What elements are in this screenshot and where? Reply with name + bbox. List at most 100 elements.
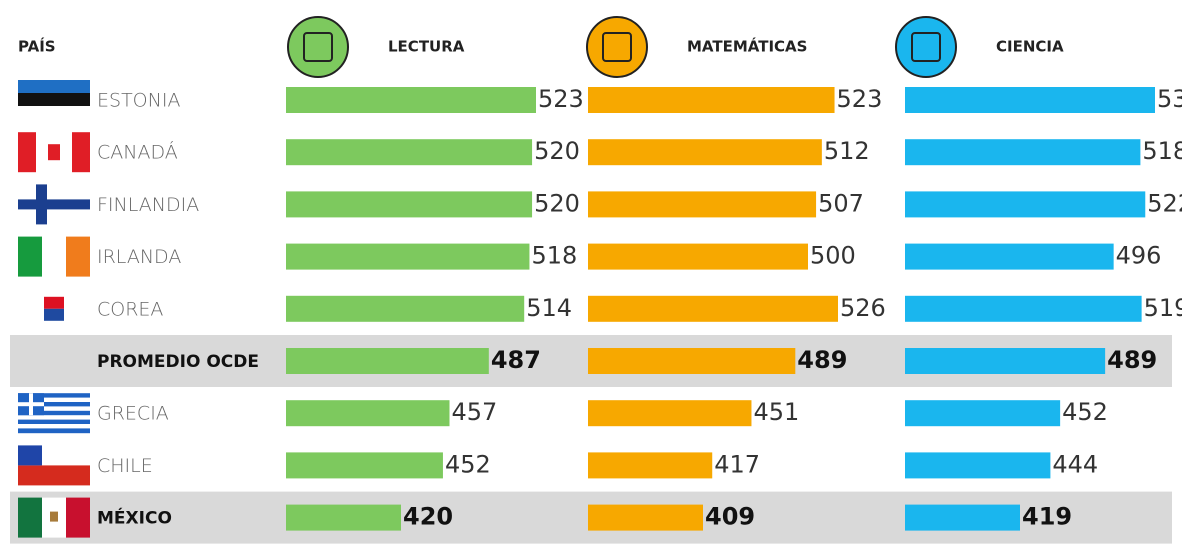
value-label: 514 [526,294,572,322]
country-label: MÉXICO [97,507,172,529]
subject-icon-glyph [911,32,941,62]
bar [905,139,1141,166]
bar [588,348,796,374]
subject-icon [586,16,648,78]
flag-part [18,445,42,466]
value-label: 419 [1022,503,1072,531]
flag-part [18,106,90,119]
value-label: 518 [1142,137,1182,165]
value-label: 507 [818,189,864,217]
bar [905,348,1106,374]
series-name: LECTURA [388,38,465,56]
flag-part [29,393,33,416]
flag-part [44,296,64,309]
bar [588,400,752,427]
flag-part [48,144,60,161]
value-label: 523 [837,85,883,113]
flag-part [66,236,90,277]
bar [286,452,443,479]
value-label: 512 [824,137,870,165]
bar [286,87,536,113]
flag-part [18,406,90,411]
value-label: 522 [1147,189,1182,217]
country-label: COREA [97,298,163,320]
country-label: IRLANDA [97,246,181,268]
bar [905,87,1155,113]
bar [588,243,808,270]
subject-icon [287,16,349,78]
subject-icon [895,16,957,78]
bar [286,139,533,166]
country-label: PROMEDIO OCDE [97,352,259,372]
subject-icon-glyph [303,32,333,62]
bar [286,243,530,270]
series-name: MATEMÁTICAS [687,37,807,56]
bar [905,452,1051,479]
value-label: 451 [753,398,799,426]
value-label: 417 [714,450,760,478]
flag-part [18,497,42,538]
bar [588,504,703,531]
value-label: 500 [810,242,856,270]
subject-icon-glyph [602,32,632,62]
value-label: 487 [491,346,541,374]
bar [905,400,1061,427]
value-label: 457 [451,398,497,426]
value-label: 452 [1062,398,1108,426]
country-label: CANADÁ [97,141,178,164]
value-label: 526 [840,294,886,322]
bar [588,452,713,479]
bar [286,191,533,218]
bar [588,191,817,218]
flag-part [18,93,90,106]
flag-part [18,465,90,486]
flag-part [72,132,90,173]
country-label: GRECIA [97,403,169,425]
country-label: ESTONIA [97,90,180,112]
value-label: 530 [1157,85,1182,113]
value-label: 452 [445,450,491,478]
flag [18,80,90,119]
bar [588,139,822,166]
flag-part [18,415,90,420]
flag-part [50,511,58,522]
bar [286,295,525,322]
value-label: 489 [1107,346,1157,374]
bar [588,295,838,322]
flag-part [18,397,90,402]
bar [905,191,1146,218]
flag-part [18,132,36,173]
value-label: 518 [531,242,577,270]
flag-part [42,236,66,277]
bar [588,87,835,113]
bar [905,243,1114,270]
series-name: CIENCIA [996,38,1064,56]
flag-part [18,199,90,210]
value-label: 409 [705,503,755,531]
flag-part [66,497,90,538]
flag-part [44,308,64,321]
value-label: 444 [1052,450,1098,478]
value-label: 496 [1116,242,1162,270]
value-label: 520 [534,189,580,217]
flag [18,236,90,277]
value-label: 520 [534,137,580,165]
flag-part [18,424,90,429]
value-label: 420 [403,503,453,531]
column-header: PAÍS [18,37,56,56]
flag [18,445,90,486]
flag-part [18,236,42,277]
value-label: 489 [797,346,847,374]
flag [18,393,90,434]
flag [34,288,74,329]
value-label: 519 [1144,294,1182,322]
bar [905,295,1142,322]
bar [905,504,1020,531]
country-label: FINLANDIA [97,194,199,216]
value-label: 523 [538,85,584,113]
flag [18,132,90,173]
flag-part [18,80,90,93]
bar [286,348,489,374]
flag [18,497,90,538]
